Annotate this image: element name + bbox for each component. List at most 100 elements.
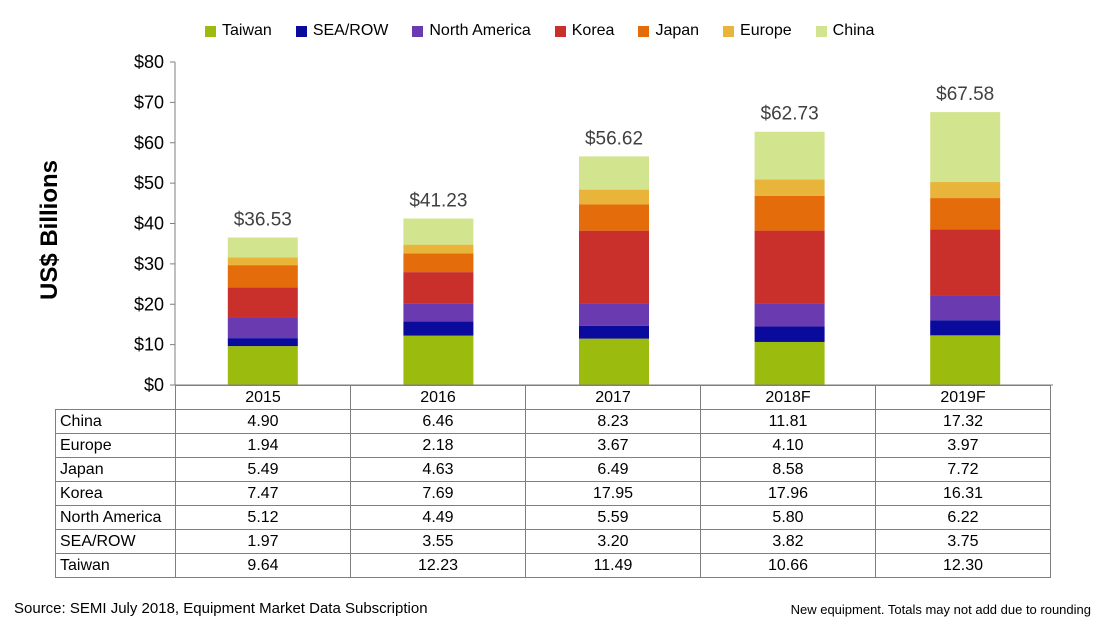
table-cell: 1.94 — [175, 433, 351, 458]
bar-segment-taiwan — [754, 341, 825, 385]
stacked-bar-chart: $0$10$20$30$40$50$60$70$80$36.53$41.23$5… — [134, 52, 1053, 395]
table-cell: 5.49 — [175, 457, 351, 482]
table-cell: 3.75 — [875, 529, 1051, 554]
bar-segment-taiwan — [227, 346, 298, 385]
legend-label: Europe — [740, 22, 792, 39]
x-tick-label: 2016 — [350, 385, 526, 410]
rounding-note: New equipment. Totals may not add due to… — [790, 602, 1091, 617]
bar-segment-europe — [579, 189, 649, 205]
total-label: $36.53 — [234, 210, 292, 231]
y-tick-label: $40 — [134, 214, 164, 234]
x-tick-label: 2018F — [700, 385, 876, 410]
table-cell: 3.20 — [525, 529, 701, 554]
y-tick-label: $20 — [134, 294, 164, 314]
legend-item: Taiwan — [205, 22, 272, 40]
legend-swatch — [638, 25, 650, 37]
legend-item: China — [815, 22, 875, 40]
table-row: China 4.90 6.46 8.23 11.81 17.32 — [55, 409, 1051, 434]
bar-segment-china — [227, 237, 298, 258]
table-cell: 6.46 — [350, 409, 526, 434]
y-tick-label: $50 — [134, 173, 164, 193]
bar-segment-japan — [754, 195, 825, 231]
legend-label: China — [832, 22, 875, 39]
y-tick-label: $30 — [134, 254, 164, 274]
table-cell: 6.22 — [875, 505, 1051, 530]
bar-segment-china — [579, 156, 649, 190]
table-cell: 5.12 — [175, 505, 351, 530]
legend-label: SEA/ROW — [312, 22, 389, 39]
bar-segment-north-america — [579, 303, 649, 326]
y-tick-label: $10 — [134, 335, 164, 355]
table-row: Taiwan 9.64 12.23 11.49 10.66 12.30 — [55, 553, 1051, 578]
x-tick-label: 2019F — [875, 385, 1051, 410]
table-cell: 6.49 — [525, 457, 701, 482]
bar-segment-korea — [403, 272, 474, 304]
bar-segment-sea-row — [930, 320, 1001, 336]
bar-segment-north-america — [754, 303, 825, 327]
bar-segment-korea — [754, 230, 825, 304]
table-cell: 4.10 — [700, 433, 876, 458]
table-cell: 16.31 — [875, 481, 1051, 506]
table-cell: 5.59 — [525, 505, 701, 530]
bar-segment-north-america — [930, 295, 1001, 321]
legend-item: SEA/ROW — [295, 22, 389, 40]
legend-swatch — [205, 25, 216, 37]
total-label: $62.73 — [761, 104, 819, 125]
total-label: $56.62 — [585, 128, 643, 149]
total-label: $41.23 — [409, 191, 467, 212]
table-cell: 17.95 — [525, 481, 701, 506]
legend-item: Europe — [723, 22, 792, 40]
table-cell: 11.81 — [700, 409, 876, 434]
legend-item: Japan — [638, 22, 699, 40]
table-cell: 12.23 — [350, 553, 526, 578]
table-row-label: SEA/ROW — [55, 529, 176, 554]
bar-segment-europe — [754, 179, 825, 196]
table-row-label: China — [55, 409, 176, 434]
total-label: $67.58 — [936, 84, 994, 105]
table-cell: 4.63 — [350, 457, 526, 482]
table-cell: 5.80 — [700, 505, 876, 530]
legend-swatch — [295, 25, 307, 37]
x-tick-label: 2017 — [525, 385, 701, 410]
table-cell: 4.49 — [350, 505, 526, 530]
y-tick-label: $80 — [134, 52, 164, 72]
table-row: Korea 7.47 7.69 17.95 17.96 16.31 — [55, 481, 1051, 506]
legend-item: Korea — [554, 22, 615, 40]
table-cell: 12.30 — [875, 553, 1051, 578]
table-row-label: North America — [55, 505, 176, 530]
table-cell: 8.58 — [700, 457, 876, 482]
legend-swatch — [412, 25, 424, 37]
bar-segment-japan — [403, 253, 474, 273]
table-cell: 4.90 — [175, 409, 351, 434]
table-corner — [55, 385, 176, 410]
table-row: Japan 5.49 4.63 6.49 8.58 7.72 — [55, 457, 1051, 482]
bar-segment-europe — [227, 257, 298, 266]
bar-segment-taiwan — [403, 335, 474, 385]
data-table: 2015 2016 2017 2018F 2019F China 4.90 6.46 8.23 1… — [55, 385, 1051, 578]
table-row-label: Taiwan — [55, 553, 176, 578]
x-tick-label: 2015 — [175, 385, 351, 410]
legend-item: North America — [412, 22, 531, 40]
legend-label: Japan — [655, 22, 700, 39]
legend-label: Korea — [571, 22, 615, 39]
legend: Taiwan SEA/ROW North America Korea Japan Euro… — [205, 20, 898, 42]
source-note: Source: SEMI July 2018, Equipment Market… — [14, 600, 428, 617]
bar-segment-taiwan — [930, 335, 1001, 385]
table-cell: 3.82 — [700, 529, 876, 554]
bar-segment-sea-row — [754, 326, 825, 342]
table-cell: 7.69 — [350, 481, 526, 506]
table-cell: 3.97 — [875, 433, 1051, 458]
bar-segment-japan — [930, 198, 1001, 230]
table-row-label: Korea — [55, 481, 176, 506]
bar-segment-korea — [227, 287, 298, 318]
bar-segment-japan — [227, 265, 298, 288]
bar-segment-north-america — [227, 317, 298, 339]
bar-segment-sea-row — [579, 325, 649, 339]
bar-segment-china — [754, 131, 825, 180]
table-cell: 3.55 — [350, 529, 526, 554]
table-cell: 3.67 — [525, 433, 701, 458]
table-row-label: Japan — [55, 457, 176, 482]
table-cell: 10.66 — [700, 553, 876, 578]
table-cell: 8.23 — [525, 409, 701, 434]
table-cell: 7.72 — [875, 457, 1051, 482]
